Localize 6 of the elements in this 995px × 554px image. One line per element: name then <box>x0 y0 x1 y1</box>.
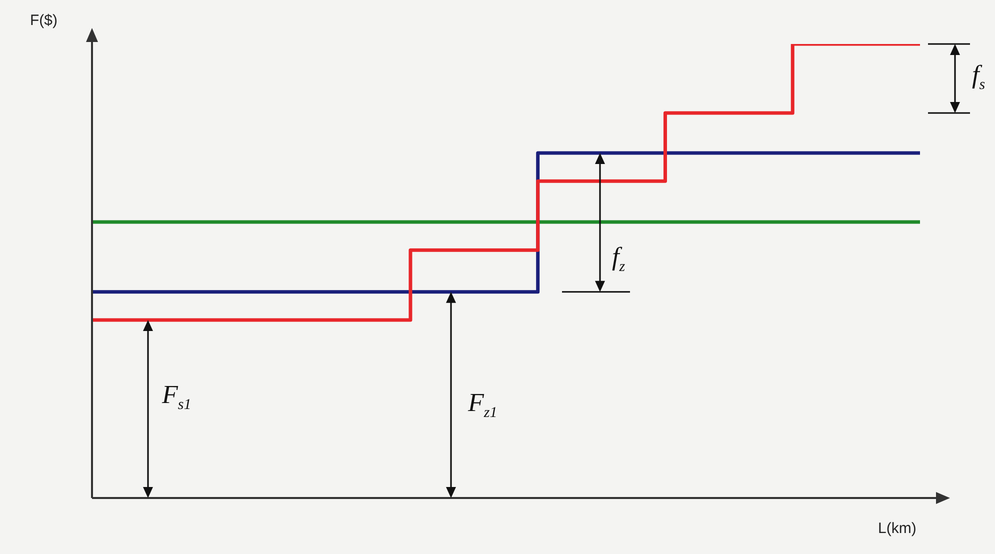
annotation: F$_{z1}$ <box>468 388 498 422</box>
y-axis-title: F($) <box>30 12 58 29</box>
annotation: F$_{s1}$ <box>162 380 192 414</box>
annotation: f$_{z}$ <box>612 242 626 276</box>
x-axis-title: L(km) <box>878 520 916 537</box>
text: f$_{s}$ <box>972 60 986 94</box>
